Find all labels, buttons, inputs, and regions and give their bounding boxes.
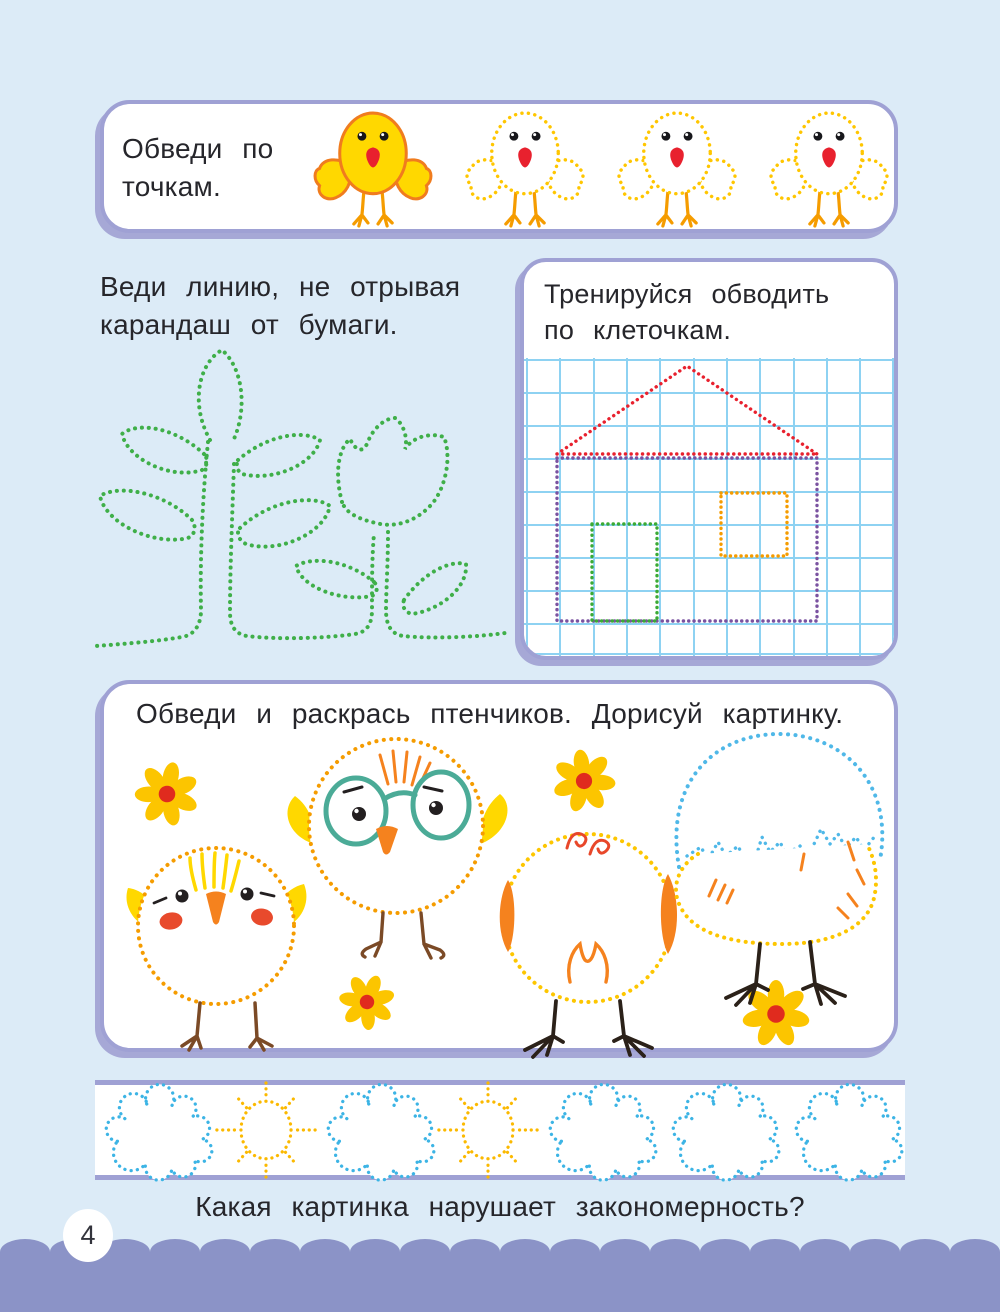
- chick-front-dotted: [126, 846, 307, 1052]
- chicks-instruction: Обведи и раскрась птенчиков. Дорисуй кар…: [136, 698, 844, 729]
- chick-glasses-dotted: [287, 737, 508, 960]
- house-window: [719, 491, 789, 558]
- dotted-plants-drawing: [93, 347, 507, 648]
- chick-dotted-icon: [465, 111, 585, 228]
- page-number-badge: 4: [63, 1209, 113, 1262]
- cloud-icon: [794, 1082, 904, 1182]
- trace-instruction: Обведи по точкам.: [122, 133, 274, 202]
- page-number-text: 4: [80, 1220, 96, 1250]
- chicks-coloring-panel: Обведи и раскрась птенчиков. Дорисуй кар…: [100, 680, 898, 1059]
- chick-hatching-dotted: [674, 731, 885, 1007]
- grid-instruction: Тренируйся обводить по клеточкам.: [544, 279, 830, 346]
- house-roof: [555, 363, 819, 456]
- grid-tracing-panel: Тренируйся обводить по клеточкам.: [520, 258, 898, 660]
- trace-by-dots-panel: Обведи по точкам.: [100, 100, 898, 233]
- chick-dotted-icon: [617, 111, 737, 228]
- chicks-drawing-area: [126, 731, 885, 1059]
- house-walls: [555, 456, 819, 623]
- cloud-icon: [671, 1082, 781, 1182]
- flower-icon: [547, 745, 621, 817]
- chick-solid-icon: [313, 111, 433, 228]
- pattern-question: Какая картинка нарушает закономерность?: [195, 1191, 805, 1222]
- footer-wave: [0, 1239, 1000, 1312]
- chick-back-dotted: [499, 832, 678, 1059]
- sun-icon: [214, 1078, 318, 1182]
- grid-lines: [524, 358, 894, 656]
- house-on-grid-drawing: [524, 358, 894, 656]
- chick-dotted-icon: [769, 111, 889, 228]
- cloud-icon: [326, 1082, 436, 1182]
- house-door: [590, 522, 659, 623]
- line-exercise-instruction: Веди линию, не отрывая карандаш от бумаг…: [100, 271, 461, 340]
- cloud-icon: [548, 1082, 658, 1182]
- chick-trace-row: [312, 106, 890, 233]
- sun-icon: [436, 1078, 540, 1182]
- flower-icon: [329, 965, 405, 1039]
- flower-icon: [127, 755, 207, 833]
- cloud-icon: [104, 1082, 214, 1182]
- pattern-strip: [95, 1078, 905, 1182]
